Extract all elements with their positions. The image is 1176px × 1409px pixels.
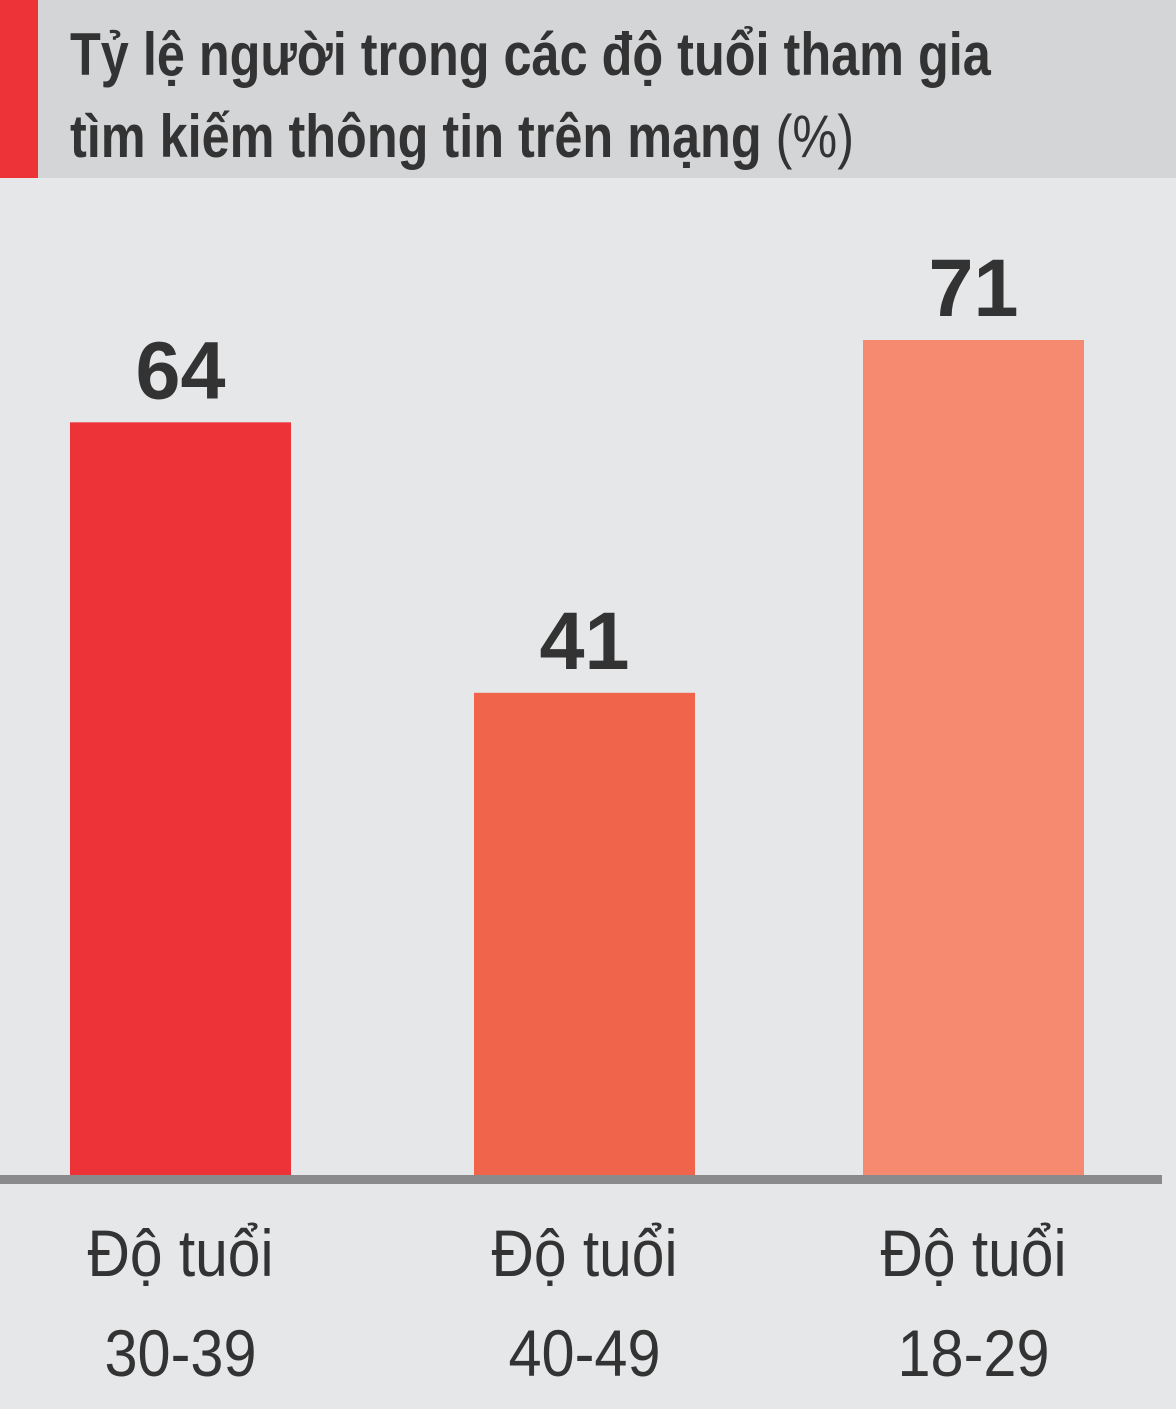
value-label: 71 xyxy=(929,243,1019,334)
chart-unit: (%) xyxy=(775,103,855,170)
chart-header xyxy=(0,0,1176,178)
chart-title-line-2: tìm kiếm thông tin trên mạng (%) xyxy=(70,96,986,178)
x-axis-baseline xyxy=(0,1175,1162,1184)
category-range-label: 30-39 xyxy=(105,1316,257,1390)
bar xyxy=(70,422,291,1175)
title-accent-bar xyxy=(0,0,38,178)
category-range-label: 40-49 xyxy=(509,1316,661,1390)
category-label: Độ tuổi xyxy=(881,1216,1067,1290)
category-label: Độ tuổi xyxy=(492,1216,678,1290)
chart-title-line-1: Tỷ lệ người trong các độ tuổi tham gia xyxy=(70,21,991,88)
bar xyxy=(863,340,1084,1175)
chart-title: Tỷ lệ người trong các độ tuổi tham gia t… xyxy=(70,14,991,178)
value-label: 64 xyxy=(136,325,226,416)
bar xyxy=(474,692,695,1175)
chart-title-line-2-text: tìm kiếm thông tin trên mạng xyxy=(70,103,762,170)
category-range-label: 18-29 xyxy=(898,1316,1050,1390)
category-label: Độ tuổi xyxy=(88,1216,274,1290)
value-label: 41 xyxy=(540,596,630,687)
